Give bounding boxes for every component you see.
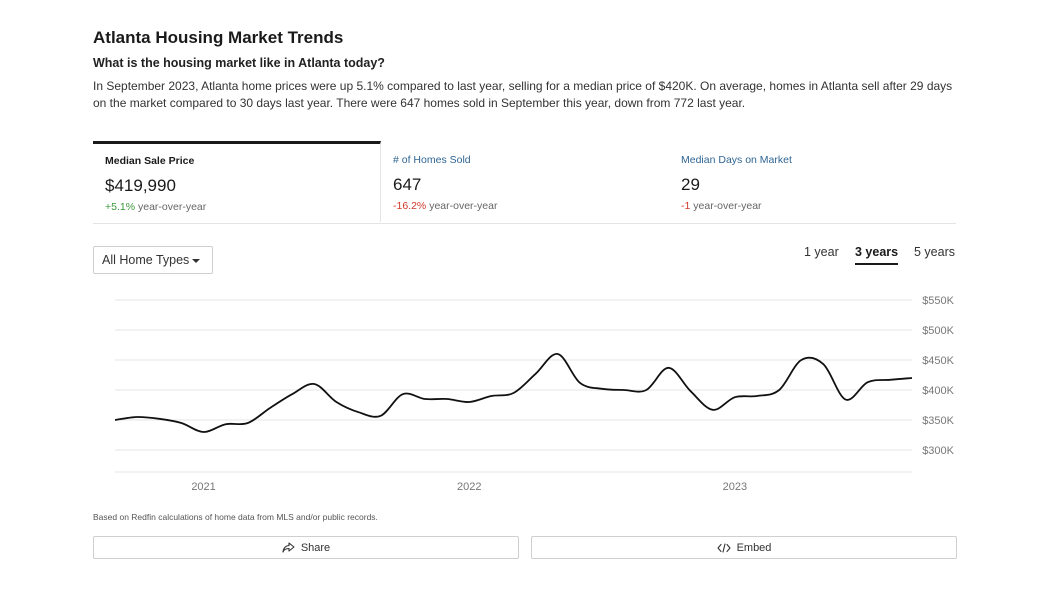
change-suffix: year-over-year — [135, 201, 207, 213]
y-tick-label: $550K — [922, 295, 954, 307]
range-3-years[interactable]: 3 years — [855, 245, 899, 265]
tab-label: Median Days on Market — [681, 154, 792, 166]
section-subtitle: What is the housing market like in Atlan… — [93, 56, 385, 70]
share-icon — [282, 542, 295, 553]
tab-change: +5.1% year-over-year — [105, 201, 368, 213]
tab-value: 647 — [393, 175, 422, 194]
tab-value: $419,990 — [105, 176, 176, 195]
x-tick-label: 2023 — [723, 481, 747, 493]
embed-button[interactable]: Embed — [531, 536, 957, 559]
share-label: Share — [300, 541, 331, 554]
market-summary: In September 2023, Atlanta home prices w… — [93, 79, 953, 110]
code-icon — [717, 542, 731, 553]
metric-tabs: Median Sale Price $419,990 +5.1% year-ov… — [93, 141, 956, 224]
tab-change: -16.2% year-over-year — [393, 200, 657, 212]
change-suffix: year-over-year — [690, 200, 762, 212]
median-price-chart: $300K $350K $400K $450K $500K $550K 2021 2022 20… — [114, 295, 955, 493]
y-tick-label: $300K — [922, 445, 954, 457]
tab-median-sale-price[interactable]: Median Sale Price $419,990 +5.1% year-ov… — [93, 141, 381, 222]
home-type-dropdown[interactable]: All Home Types — [93, 246, 213, 274]
page-title: Atlanta Housing Market Trends — [93, 28, 344, 47]
tab-label: # of Homes Sold — [393, 154, 471, 166]
change-value: -16.2% — [393, 200, 427, 212]
embed-label: Embed — [736, 541, 772, 554]
y-tick-label: $500K — [922, 325, 954, 337]
tab-change: -1 year-over-year — [681, 200, 945, 212]
x-tick-label: 2021 — [191, 481, 215, 493]
tab-days-on-market[interactable]: Median Days on Market 29 -1 year-over-ye… — [669, 141, 957, 222]
share-button[interactable]: Share — [93, 536, 519, 559]
data-source-note: Based on Redfin calculations of home dat… — [93, 512, 378, 522]
change-suffix: year-over-year — [426, 200, 498, 212]
y-tick-label: $400K — [922, 385, 954, 397]
tab-value: 29 — [681, 175, 700, 194]
change-value: +5.1% — [105, 201, 136, 213]
median-price-line — [114, 353, 913, 433]
x-tick-label: 2022 — [457, 481, 481, 493]
tab-homes-sold[interactable]: # of Homes Sold 647 -16.2% year-over-yea… — [381, 141, 669, 222]
change-value: -1 — [681, 200, 691, 212]
y-tick-label: $450K — [922, 355, 954, 367]
range-1-year[interactable]: 1 year — [804, 245, 839, 259]
tab-label: Median Sale Price — [105, 155, 195, 167]
y-tick-label: $350K — [922, 415, 954, 427]
home-type-value: All Home Types — [102, 253, 190, 267]
caret-down-icon — [192, 259, 200, 263]
range-5-years[interactable]: 5 years — [914, 245, 955, 259]
